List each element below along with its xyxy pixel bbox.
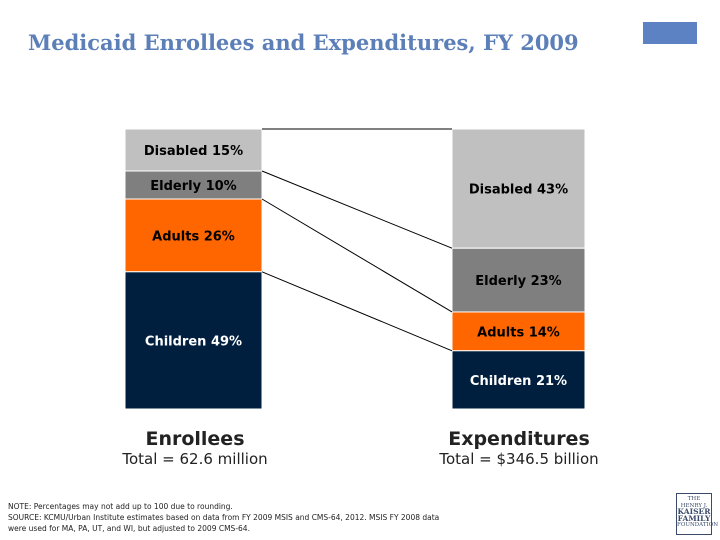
footnote-note: NOTE: Percentages may not add up to 100 … [8, 502, 233, 511]
bar-segment-adults-expenditures [451, 311, 586, 352]
connector-line-1 [261, 170, 453, 249]
connector-line-2 [261, 198, 453, 313]
accent-box [643, 22, 697, 44]
bar-segment-disabled-enrollees [124, 128, 263, 172]
bar-segment-children-expenditures [451, 350, 586, 410]
data-label-children-expenditures: Children 21% [470, 374, 567, 389]
expenditures-axis-label: Expenditures [448, 428, 590, 450]
bar-segment-children-enrollees [124, 271, 263, 410]
data-label-elderly-enrollees: Elderly 10% [150, 179, 236, 194]
kff-logo: THE HENRY J. KAISER FAMILY FOUNDATION [676, 493, 719, 535]
enrollees-total-label: Total = 62.6 million [122, 450, 268, 468]
footnote: NOTE: Percentages may not add up to 100 … [8, 501, 568, 534]
expenditures-total-label: Total = $346.5 billion [439, 450, 599, 468]
logo-line-1: THE HENRY J. [680, 496, 708, 509]
stacked-bar-chart: Disabled 15% Elderly 10% Adults 26% Childre… [124, 128, 586, 410]
footnote-source: SOURCE: KCMU/Urban Institute estimates b… [8, 513, 440, 522]
data-label-disabled-expenditures: Disabled 43% [469, 183, 568, 198]
footnote-source-cont: were used for MA, PA, UT, and WI, but ad… [8, 524, 250, 533]
logo-line-2: KAISER [677, 507, 711, 516]
data-label-adults-expenditures: Adults 14% [477, 325, 560, 340]
connector-line-3 [261, 271, 453, 352]
enrollees-axis-label: Enrollees [145, 428, 245, 450]
bar-segment-elderly-enrollees [124, 170, 263, 200]
data-label-elderly-expenditures: Elderly 23% [475, 274, 561, 289]
data-label-adults-enrollees: Adults 26% [152, 229, 235, 244]
logo-line-3: FAMILY [677, 513, 711, 523]
data-label-children-enrollees: Children 49% [145, 334, 242, 349]
data-label-disabled-enrollees: Disabled 15% [144, 144, 243, 159]
page-title: Medicaid Enrollees and Expenditures, FY … [28, 30, 579, 55]
logo-line-4: FOUNDATION [677, 522, 719, 528]
